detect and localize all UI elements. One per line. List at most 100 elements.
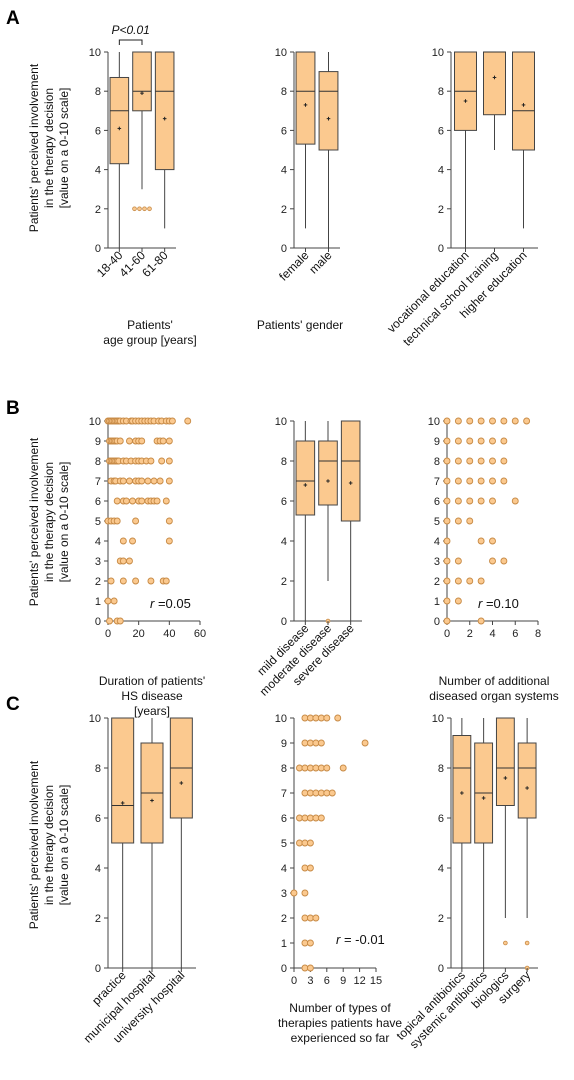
y-tick-label: 0 — [95, 243, 101, 255]
x-tick-label: 60 — [194, 628, 206, 640]
y-tick-label: 2 — [281, 576, 287, 588]
data-point — [106, 617, 113, 625]
data-point — [454, 557, 462, 565]
data-point — [119, 477, 127, 485]
box-4 — [517, 718, 537, 971]
data-point — [443, 617, 451, 625]
data-point — [138, 437, 146, 445]
box-2 — [140, 718, 164, 968]
data-point — [129, 497, 136, 505]
data-point — [443, 477, 451, 485]
data-point — [144, 477, 152, 485]
box-iqr — [318, 71, 339, 151]
y-tick-label: 6 — [95, 496, 101, 508]
box-3 — [169, 717, 193, 968]
panel-labels: A B C Patients' perceived involvement in… — [6, 8, 71, 929]
significance-bracket — [118, 39, 143, 45]
box-3 — [512, 51, 535, 229]
correlation-label: r =0.05 — [150, 596, 191, 611]
data-point — [165, 537, 173, 545]
box-iqr — [295, 440, 316, 516]
data-point — [153, 497, 161, 505]
data-point — [443, 437, 451, 445]
data-point — [454, 417, 462, 425]
data-point — [119, 537, 127, 545]
ylabel-line-3: [value on a 0-10 scale] — [57, 785, 71, 906]
x-axis-title: Number of types of — [289, 1001, 391, 1015]
correlation-label: r = -0.01 — [336, 932, 385, 947]
ylabel-line-1: Patients' perceived involvement — [27, 63, 41, 232]
data-point — [159, 437, 167, 445]
box-2 — [483, 51, 506, 150]
x-axis-title: diseased organ systems — [429, 689, 558, 703]
data-point — [323, 764, 331, 772]
x-axis-title: Duration of patients' — [99, 674, 205, 688]
data-point — [500, 477, 508, 485]
y-tick-label: 6 — [95, 125, 101, 137]
x-tick-label: 15 — [370, 975, 382, 987]
y-tick-label: 10 — [275, 713, 287, 725]
x-tick-label: 20 — [133, 628, 145, 640]
x-axis-title: age group [years] — [103, 333, 196, 347]
box-3 — [495, 717, 515, 946]
data-point — [334, 714, 342, 722]
y-tick-label: 4 — [281, 536, 287, 548]
correlation-label: r =0.10 — [478, 596, 519, 611]
x-axis-title: Patients' — [127, 318, 173, 332]
y-tick-label: 8 — [95, 456, 101, 468]
y-tick-label: 4 — [95, 536, 101, 548]
y-tick-label: 3 — [434, 556, 440, 568]
y-tick-label: 4 — [434, 536, 440, 548]
data-point — [113, 497, 121, 505]
data-point — [126, 477, 133, 485]
y-tick-label: 10 — [89, 416, 101, 428]
data-point — [110, 597, 118, 605]
y-tick-label: 8 — [281, 763, 287, 775]
y-tick-label: 10 — [275, 47, 287, 59]
y-tick-label: 0 — [281, 963, 287, 975]
y-tick-label: 6 — [281, 813, 287, 825]
data-point — [184, 417, 192, 425]
panel-letter-a: A — [6, 8, 20, 29]
box-1 — [454, 51, 477, 248]
box-iqr — [318, 440, 338, 506]
y-tick-label: 6 — [281, 125, 287, 137]
y-tick-label: 4 — [438, 863, 444, 875]
box-2 — [318, 421, 338, 624]
y-tick-label: 2 — [95, 204, 101, 216]
data-point — [113, 517, 121, 525]
data-point — [158, 457, 166, 465]
y-tick-label: 6 — [281, 496, 287, 508]
data-point — [443, 577, 451, 585]
y-tick-label: 2 — [95, 913, 101, 925]
data-point — [466, 497, 474, 505]
data-point — [361, 739, 369, 747]
ylabel-line-2: in the therapy decision — [42, 462, 56, 582]
data-point — [443, 417, 451, 425]
plot-a1: 024681018-4041-6061-80P<0.01Patients'age… — [89, 23, 197, 347]
data-point — [312, 914, 320, 922]
data-point — [454, 577, 462, 585]
data-point — [150, 477, 158, 485]
x-tick-label: 0 — [105, 628, 111, 640]
data-point — [489, 417, 496, 425]
x-axis-title: HS disease — [121, 689, 183, 703]
plots: 024681018-4041-6061-80P<0.01Patients'age… — [81, 23, 559, 1051]
y-tick-label: 4 — [438, 165, 444, 177]
box-1 — [109, 52, 130, 248]
panel-c-ylabel: Patients' perceived involvement in the t… — [27, 760, 71, 929]
y-tick-label: 6 — [95, 813, 101, 825]
x-tick-label: 6 — [512, 628, 518, 640]
y-tick-label: 0 — [95, 616, 101, 628]
data-point — [132, 517, 140, 525]
data-point — [489, 497, 496, 505]
y-tick-label: 5 — [434, 516, 440, 528]
data-point — [443, 517, 451, 525]
data-point — [301, 889, 309, 897]
box-2 — [318, 52, 339, 248]
x-axis-title: Patients' gender — [257, 318, 343, 332]
data-point — [165, 457, 173, 465]
box-iqr — [111, 717, 135, 844]
box-1 — [295, 421, 316, 621]
